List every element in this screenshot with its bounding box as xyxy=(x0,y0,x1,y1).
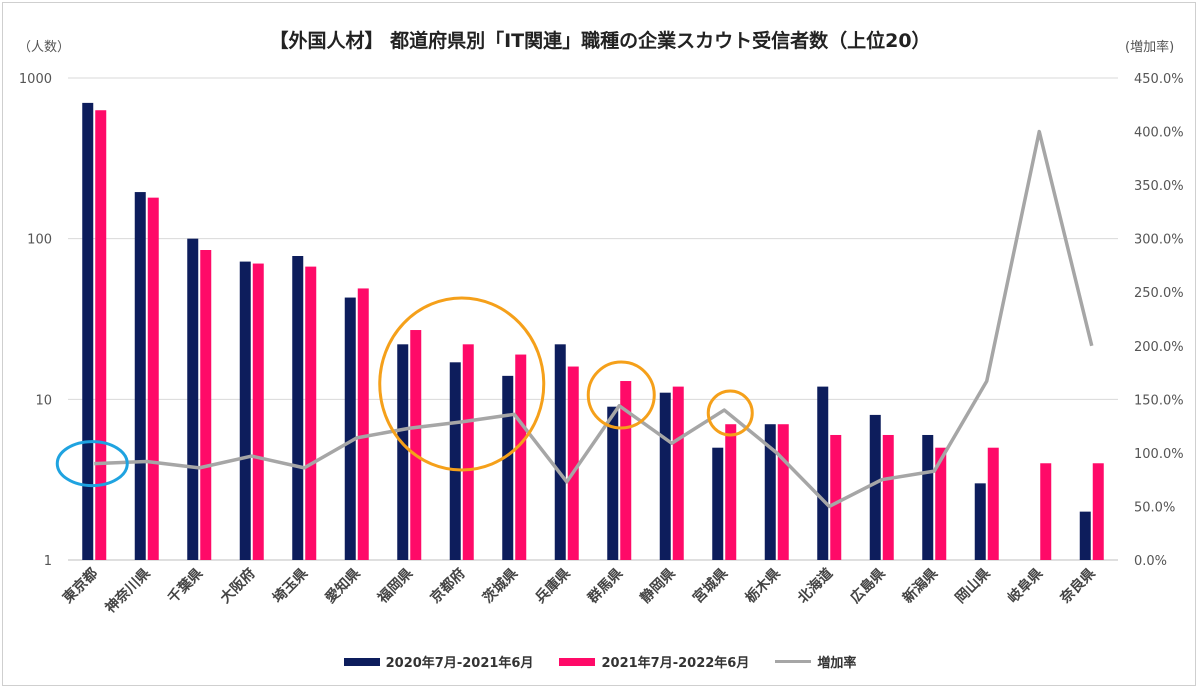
growth-rate-line xyxy=(94,129,1094,509)
y-left-tick-label: 1 xyxy=(44,554,52,569)
y-right-tick-label: 350.0% xyxy=(1134,179,1184,194)
annotation-circle-tokyo xyxy=(55,440,129,488)
y-right-tick-label: 400.0% xyxy=(1134,126,1184,141)
y-left-tick-label: 10 xyxy=(35,393,52,408)
category-label: 神奈川県 xyxy=(102,565,154,617)
y-right-tick-label: 250.0% xyxy=(1134,286,1184,301)
category-label: 岐阜県 xyxy=(1004,565,1046,607)
bar-2020 xyxy=(239,261,251,560)
bar-2021 xyxy=(882,434,894,560)
legend-swatch-2021 xyxy=(559,657,596,666)
bar-2020 xyxy=(82,102,94,561)
legend-item-rate: 増加率 xyxy=(775,652,856,671)
bar-2020 xyxy=(659,392,671,560)
bar-2021 xyxy=(777,424,789,560)
bar-2020 xyxy=(292,256,304,560)
annotation-circle-fukuoka-ibaraki xyxy=(378,296,546,472)
bar-2021 xyxy=(1092,463,1104,560)
bar-2021 xyxy=(935,447,947,560)
legend-swatch-rate xyxy=(775,660,812,663)
legend-item-2020: 2020年7月-2021年6月 xyxy=(343,652,534,671)
category-label: 奈良県 xyxy=(1056,565,1098,607)
bar-2020 xyxy=(449,362,461,560)
bar-2021 xyxy=(410,330,422,560)
y-right-tick-label: 200.0% xyxy=(1134,340,1184,355)
bar-2021 xyxy=(620,381,632,560)
category-label: 広島県 xyxy=(847,565,889,607)
bar-2020 xyxy=(817,386,829,560)
category-label: 宮城県 xyxy=(689,565,731,607)
legend: 2020年7月-2021年6月 2021年7月-2022年6月 増加率 xyxy=(0,652,1200,671)
annotation-circle-gunma xyxy=(586,360,656,430)
y-right-tick-label: 0.0% xyxy=(1134,554,1167,569)
bar-2020 xyxy=(869,414,881,560)
annotation-circle-miyagi xyxy=(706,389,754,437)
legend-label-rate: 増加率 xyxy=(817,656,857,671)
category-label: 栃木県 xyxy=(742,565,784,607)
y-right-tick-label: 100.0% xyxy=(1134,447,1184,462)
bar-2020 xyxy=(1079,511,1091,560)
category-label: 新潟県 xyxy=(899,565,941,607)
y-left-tick-label: 1000 xyxy=(19,72,52,87)
bar-2020 xyxy=(397,344,409,560)
category-label: 茨城県 xyxy=(479,565,521,607)
category-label: 大阪府 xyxy=(217,565,259,607)
category-label: 東京都 xyxy=(59,565,101,607)
bar-2021 xyxy=(1040,463,1052,560)
bar-2021 xyxy=(987,447,999,560)
bar-2021 xyxy=(357,288,369,560)
bar-2021 xyxy=(252,263,264,560)
y-right-tick-label: 150.0% xyxy=(1134,393,1184,408)
bar-2020 xyxy=(344,297,356,560)
bar-2021 xyxy=(95,110,107,560)
legend-label-2020: 2020年7月-2021年6月 xyxy=(385,656,534,671)
category-label: 京都府 xyxy=(427,565,469,607)
category-label: 千葉県 xyxy=(164,565,206,607)
y-right-tick-label: 450.0% xyxy=(1134,72,1184,87)
bar-2020 xyxy=(134,192,146,560)
y-right-tick-label: 300.0% xyxy=(1134,233,1184,248)
legend-label-2021: 2021年7月-2022年6月 xyxy=(601,656,750,671)
category-label: 静岡県 xyxy=(637,565,679,607)
bar-2021 xyxy=(200,250,212,560)
right-axis-unit: (増加率) xyxy=(1125,40,1175,55)
category-label: 群馬県 xyxy=(584,565,626,607)
category-label: 愛知県 xyxy=(322,565,364,607)
category-label: 岡山県 xyxy=(953,566,994,607)
legend-item-2021: 2021年7月-2022年6月 xyxy=(559,652,749,671)
bar-2020 xyxy=(922,434,934,560)
bar-2020 xyxy=(607,406,619,560)
category-label: 兵庫県 xyxy=(532,565,574,607)
y-left-tick-label: 100 xyxy=(27,233,52,248)
y-right-tick-label: 50.0% xyxy=(1134,500,1175,515)
category-label: 北海道 xyxy=(794,565,836,607)
bar-2021 xyxy=(147,197,159,560)
bar-2020 xyxy=(187,238,199,560)
left-axis-unit: （人数） xyxy=(18,40,71,55)
bar-2021 xyxy=(567,366,579,560)
bar-2020 xyxy=(554,344,566,560)
chart-title: 【外国人材】 都道府県別「IT関連」職種の企業スカウト受信者数（上位20） xyxy=(269,30,931,52)
bar-2020 xyxy=(712,447,724,560)
bar-2021 xyxy=(830,434,842,560)
legend-swatch-2020 xyxy=(343,657,380,666)
category-label: 埼玉県 xyxy=(269,565,311,607)
bar-2021 xyxy=(462,344,474,560)
bar-2021 xyxy=(672,386,684,560)
bar-2020 xyxy=(502,375,514,560)
category-label: 福岡県 xyxy=(374,565,416,607)
bar-2021 xyxy=(725,424,737,560)
bar-2020 xyxy=(974,483,986,560)
bar-2021 xyxy=(515,354,527,560)
bar-2020 xyxy=(764,424,776,560)
bar-2021 xyxy=(305,266,317,560)
